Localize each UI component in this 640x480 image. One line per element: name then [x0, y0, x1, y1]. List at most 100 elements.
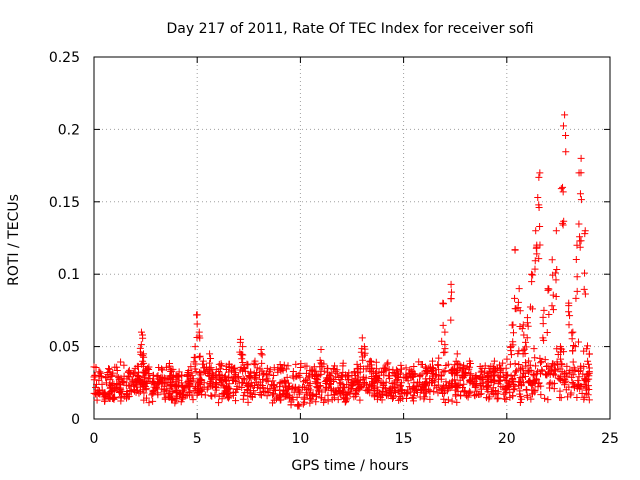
roti-point-band	[243, 360, 251, 368]
roti-point-cluster	[453, 360, 461, 368]
roti-point-cluster	[379, 390, 387, 398]
roti-point-cluster	[133, 375, 141, 383]
roti-point-cluster	[275, 394, 283, 402]
roti-point-band	[225, 374, 233, 382]
roti-point-cluster	[484, 375, 492, 383]
roti-point-band	[524, 367, 532, 375]
roti-point-cluster	[240, 364, 248, 372]
roti-point-band	[312, 398, 320, 406]
roti-point-band	[263, 392, 271, 400]
roti-point-band	[364, 387, 372, 395]
roti-point-cluster	[193, 320, 201, 328]
roti-point-band	[516, 378, 524, 386]
roti-point-band	[415, 358, 423, 366]
roti-point-band	[117, 374, 125, 382]
roti-point-cluster	[545, 311, 553, 319]
roti-point-cluster	[281, 392, 289, 400]
roti-point-cluster	[580, 285, 588, 293]
roti-point-band	[580, 363, 588, 371]
roti-point-band	[442, 378, 450, 386]
roti-point-cluster	[568, 329, 576, 337]
roti-point-band	[324, 397, 332, 405]
roti-point-cluster	[195, 353, 203, 361]
roti-point	[435, 354, 443, 362]
roti-point-cluster	[458, 372, 466, 380]
roti-point-cluster	[529, 271, 537, 279]
roti-point-band	[516, 398, 524, 406]
roti-point	[117, 386, 125, 394]
roti-point-band	[534, 383, 542, 391]
roti-point-cluster	[200, 364, 208, 372]
roti-point-band	[351, 390, 359, 398]
roti-point-band	[538, 367, 546, 375]
roti-point	[199, 357, 207, 365]
roti-point-cluster	[477, 368, 485, 376]
roti-point-cluster	[490, 368, 498, 376]
roti-point-band	[509, 378, 517, 386]
roti-point-cluster	[155, 379, 163, 387]
roti-point-cluster	[392, 372, 400, 380]
x-tick-label: 20	[498, 431, 516, 447]
roti-point-band	[448, 365, 456, 373]
roti-point-cluster	[191, 365, 199, 373]
plot-frame	[93, 56, 611, 420]
roti-point-band	[104, 369, 112, 377]
roti-point-cluster	[536, 222, 544, 230]
roti-point-cluster	[434, 361, 442, 369]
roti-point-band	[278, 364, 286, 372]
roti-point-band	[386, 374, 394, 382]
roti-point-cluster	[551, 269, 559, 277]
roti-point-band	[500, 390, 508, 398]
roti-point-cluster	[145, 371, 153, 379]
roti-point-band	[117, 358, 125, 366]
roti-point-cluster	[565, 321, 573, 329]
roti-point-band	[549, 360, 557, 368]
roti-point-cluster	[533, 250, 541, 258]
roti-point-cluster	[206, 365, 214, 373]
roti-point	[532, 227, 540, 235]
roti-point-band	[244, 392, 252, 400]
roti-point-band	[398, 365, 406, 373]
roti-point	[239, 343, 247, 351]
roti-point-band	[550, 361, 558, 369]
roti-point-band	[441, 367, 449, 375]
roti-point-band	[137, 380, 145, 388]
roti-point-cluster	[566, 312, 574, 320]
roti-point-cluster	[581, 269, 589, 277]
roti-point-band	[301, 376, 309, 384]
roti-point-band	[125, 381, 133, 389]
roti-point-cluster	[471, 377, 479, 385]
roti-point-band	[178, 379, 186, 387]
roti-point-band	[286, 382, 294, 390]
roti-point-cluster	[312, 379, 320, 387]
roti-point-band	[218, 395, 226, 403]
roti-point-band	[470, 391, 478, 399]
roti-point-cluster	[471, 382, 479, 390]
roti-point-band	[531, 387, 539, 395]
roti-point-band	[135, 376, 143, 384]
roti-point-band	[453, 382, 461, 390]
roti-point-band	[143, 394, 151, 402]
roti-point-band	[392, 366, 400, 374]
roti-point-cluster	[585, 372, 593, 380]
roti-point-band	[239, 374, 247, 382]
roti-point-cluster	[548, 302, 556, 310]
roti-point-band	[548, 380, 556, 388]
roti-point-band	[569, 371, 577, 379]
roti-point-band	[541, 394, 549, 402]
roti-point-band	[244, 361, 252, 369]
roti-point-band	[528, 381, 536, 389]
roti-point-band	[256, 385, 264, 393]
roti-point-cluster	[479, 379, 487, 387]
roti-point-cluster	[575, 220, 583, 228]
roti-point-band	[501, 395, 509, 403]
roti-point	[367, 357, 375, 365]
roti-point-band	[396, 395, 404, 403]
roti-point-band	[154, 385, 162, 393]
roti-point-cluster	[511, 246, 519, 254]
roti-point-cluster	[93, 391, 101, 399]
roti-point-band	[525, 368, 533, 376]
roti-point-band	[426, 387, 434, 395]
roti-point-cluster	[143, 380, 151, 388]
roti-point-band	[312, 367, 320, 375]
